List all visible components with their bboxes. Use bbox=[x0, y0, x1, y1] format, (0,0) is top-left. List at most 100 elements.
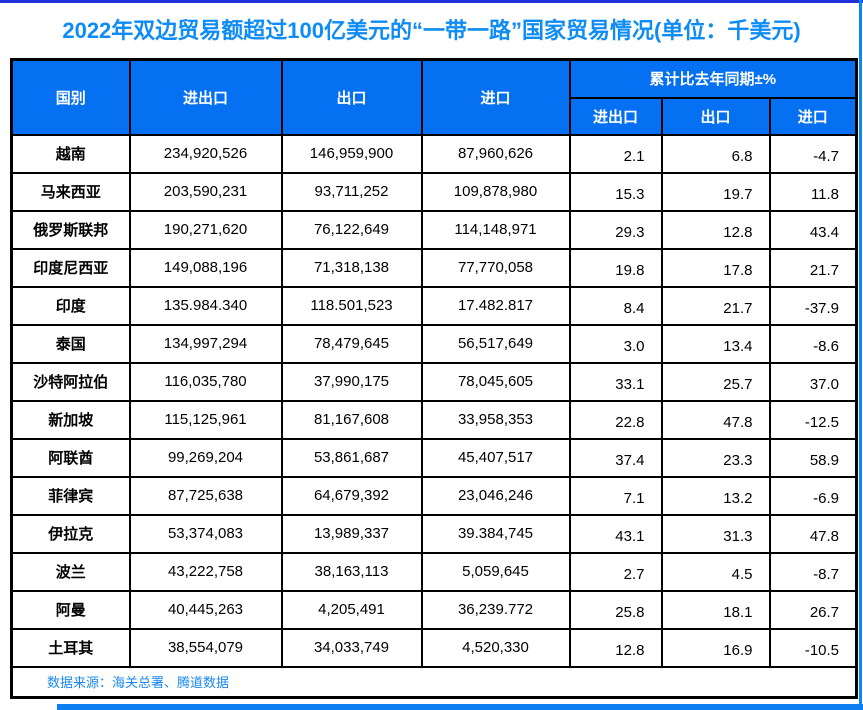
cell-export: 78,479,645 bbox=[280, 323, 423, 364]
header-total: 进出口 bbox=[128, 58, 283, 136]
table-row: 土耳其 38,554,079 34,033,749 4,520,330 12.8 16.9… bbox=[10, 627, 858, 668]
header-pct-total: 进出口 bbox=[568, 96, 663, 136]
cell-country: 印度尼西亚 bbox=[10, 247, 131, 288]
header-export: 出口 bbox=[280, 58, 423, 136]
cell-import: 5,059,645 bbox=[420, 551, 571, 592]
cell-pct-import: -8.7 bbox=[768, 551, 858, 592]
cell-pct-export: 19.7 bbox=[660, 171, 771, 212]
cell-country: 波兰 bbox=[10, 551, 131, 592]
cell-import: 45,407,517 bbox=[420, 437, 571, 478]
cell-pct-import: 21.7 bbox=[768, 247, 858, 288]
cell-pct-total: 37.4 bbox=[568, 437, 663, 478]
data-source: 数据来源：海关总署、腾道数据 bbox=[10, 665, 858, 699]
cell-total: 149,088,196 bbox=[128, 247, 283, 288]
cell-pct-import: -12.5 bbox=[768, 399, 858, 440]
cell-export: 93,711,252 bbox=[280, 171, 423, 212]
cell-pct-total: 15.3 bbox=[568, 171, 663, 212]
cell-pct-import: -8.6 bbox=[768, 323, 858, 364]
cell-import: 4,520,330 bbox=[420, 627, 571, 668]
cell-export: 81,167,608 bbox=[280, 399, 423, 440]
table-row: 菲律宾 87,725,638 64,679,392 23,046,246 7.1 13.2… bbox=[10, 475, 858, 516]
cell-country: 伊拉克 bbox=[10, 513, 131, 554]
cell-pct-export: 6.8 bbox=[660, 133, 771, 174]
cell-total: 115,125,961 bbox=[128, 399, 283, 440]
cell-pct-import: -4.7 bbox=[768, 133, 858, 174]
top-border-strip bbox=[0, 0, 863, 3]
cell-total: 190,271,620 bbox=[128, 209, 283, 250]
cell-import: 36,239.772 bbox=[420, 589, 571, 630]
cell-pct-total: 7.1 bbox=[568, 475, 663, 516]
cell-country: 新加坡 bbox=[10, 399, 131, 440]
cell-import: 17.482.817 bbox=[420, 285, 571, 326]
cell-total: 134,997,294 bbox=[128, 323, 283, 364]
table-row: 泰国 134,997,294 78,479,645 56,517,649 3.0 13.4… bbox=[10, 323, 858, 364]
cell-pct-total: 2.7 bbox=[568, 551, 663, 592]
cell-export: 37,990,175 bbox=[280, 361, 423, 402]
cell-pct-export: 21.7 bbox=[660, 285, 771, 326]
table-footer: 数据来源：海关总署、腾道数据 bbox=[10, 665, 858, 699]
right-border-strip bbox=[859, 0, 862, 710]
cell-total: 43,222,758 bbox=[128, 551, 283, 592]
header-pct-export: 出口 bbox=[660, 96, 771, 136]
cell-country: 泰国 bbox=[10, 323, 131, 364]
page-title: 2022年双边贸易额超过100亿美元的“一带一路”国家贸易情况(单位：千美元) bbox=[62, 18, 801, 43]
header-pct-group: 累计比去年同期±% bbox=[568, 58, 858, 99]
cell-pct-import: 26.7 bbox=[768, 589, 858, 630]
cell-export: 38,163,113 bbox=[280, 551, 423, 592]
cell-export: 118.501,523 bbox=[280, 285, 423, 326]
cell-pct-import: 47.8 bbox=[768, 513, 858, 554]
table-row: 沙特阿拉伯 116,035,780 37,990,175 78,045,605 33.1… bbox=[10, 361, 858, 402]
table-row: 新加坡 115,125,961 81,167,608 33,958,353 22.8 47… bbox=[10, 399, 858, 440]
cell-pct-import: -37.9 bbox=[768, 285, 858, 326]
cell-pct-import: 43.4 bbox=[768, 209, 858, 250]
cell-country: 土耳其 bbox=[10, 627, 131, 668]
table-header: 国别 进出口 出口 进口 累计比去年同期±% 进出口 出口 进口 bbox=[10, 58, 858, 136]
cell-pct-export: 47.8 bbox=[660, 399, 771, 440]
cell-import: 77,770,058 bbox=[420, 247, 571, 288]
cell-export: 53,861,687 bbox=[280, 437, 423, 478]
header-country: 国别 bbox=[10, 58, 131, 136]
cell-total: 87,725,638 bbox=[128, 475, 283, 516]
cell-pct-total: 25.8 bbox=[568, 589, 663, 630]
cell-import: 78,045,605 bbox=[420, 361, 571, 402]
cell-export: 64,679,392 bbox=[280, 475, 423, 516]
cell-total: 53,374,083 bbox=[128, 513, 283, 554]
cell-pct-total: 8.4 bbox=[568, 285, 663, 326]
cell-pct-export: 4.5 bbox=[660, 551, 771, 592]
table-row: 阿联酋 99,269,204 53,861,687 45,407,517 37.4 23.… bbox=[10, 437, 858, 478]
cell-export: 71,318,138 bbox=[280, 247, 423, 288]
cell-pct-export: 12.8 bbox=[660, 209, 771, 250]
cell-pct-total: 12.8 bbox=[568, 627, 663, 668]
cell-pct-total: 43.1 bbox=[568, 513, 663, 554]
cell-pct-import: -6.9 bbox=[768, 475, 858, 516]
bottom-border-strip bbox=[57, 704, 863, 710]
cell-pct-total: 2.1 bbox=[568, 133, 663, 174]
cell-export: 13,989,337 bbox=[280, 513, 423, 554]
cell-total: 234,920,526 bbox=[128, 133, 283, 174]
cell-export: 4,205,491 bbox=[280, 589, 423, 630]
table-row: 印度尼西亚 149,088,196 71,318,138 77,770,058 19.8… bbox=[10, 247, 858, 288]
cell-pct-import: -10.5 bbox=[768, 627, 858, 668]
table-body: 越南 234,920,526 146,959,900 87,960,626 2.1 6.8… bbox=[10, 133, 858, 668]
cell-export: 146,959,900 bbox=[280, 133, 423, 174]
cell-country: 印度 bbox=[10, 285, 131, 326]
cell-pct-export: 18.1 bbox=[660, 589, 771, 630]
header-import: 进口 bbox=[420, 58, 571, 136]
cell-pct-import: 37.0 bbox=[768, 361, 858, 402]
cell-pct-export: 23.3 bbox=[660, 437, 771, 478]
cell-total: 135.984.340 bbox=[128, 285, 283, 326]
table-row: 越南 234,920,526 146,959,900 87,960,626 2.1 6.8… bbox=[10, 133, 858, 174]
table-row: 印度 135.984.340 118.501,523 17.482.817 8.4 21.… bbox=[10, 285, 858, 326]
cell-country: 马来西亚 bbox=[10, 171, 131, 212]
cell-total: 203,590,231 bbox=[128, 171, 283, 212]
table-row: 俄罗斯联邦 190,271,620 76,122,649 114,148,971 29.… bbox=[10, 209, 858, 250]
cell-total: 116,035,780 bbox=[128, 361, 283, 402]
cell-import: 56,517,649 bbox=[420, 323, 571, 364]
cell-total: 40,445,263 bbox=[128, 589, 283, 630]
cell-import: 109,878,980 bbox=[420, 171, 571, 212]
table-row: 波兰 43,222,758 38,163,113 5,059,645 2.7 4.5 -8.… bbox=[10, 551, 858, 592]
cell-pct-export: 31.3 bbox=[660, 513, 771, 554]
cell-import: 23,046,246 bbox=[420, 475, 571, 516]
cell-pct-import: 11.8 bbox=[768, 171, 858, 212]
